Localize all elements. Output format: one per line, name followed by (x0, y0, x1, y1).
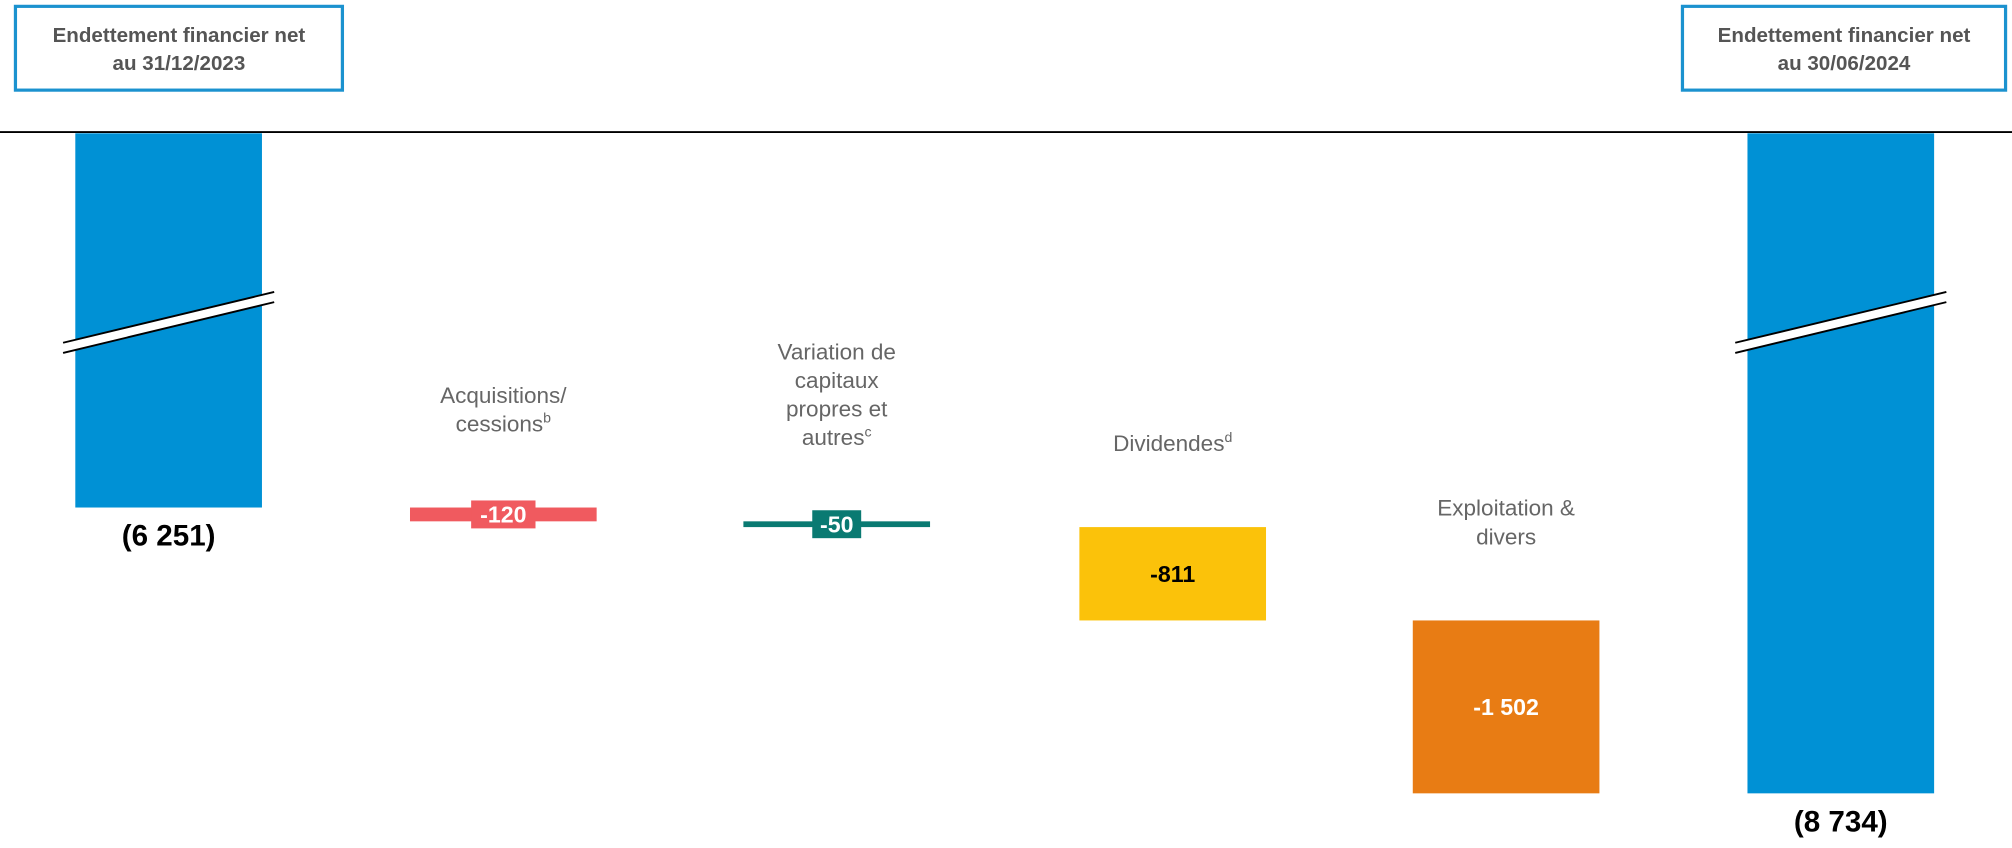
category-label: Exploitation & (1437, 496, 1575, 521)
category-label: Acquisitions/ (440, 383, 567, 408)
total-label: (6 251) (122, 520, 216, 553)
bar (1412, 620, 1600, 794)
category-text: cessions (456, 411, 544, 436)
value-label: -120 (480, 502, 526, 528)
category-box (1680, 4, 2008, 92)
category-label: Endettement financier net (53, 24, 306, 47)
value-label: -50 (820, 512, 853, 538)
category-text: capitaux (795, 368, 879, 393)
category-label: au 30/06/2024 (1778, 52, 1911, 75)
axis-break-line (1735, 301, 1947, 354)
total-label: (8 734) (1794, 806, 1888, 839)
category-label: Variation de (777, 340, 895, 365)
axis-break (1735, 291, 1947, 353)
category-text: Variation de (777, 340, 895, 365)
category-text: Exploitation & (1437, 496, 1575, 521)
axis-break-line (62, 301, 275, 354)
bar (1079, 527, 1267, 621)
footnote-marker: d (1224, 429, 1232, 445)
value-label-box (812, 510, 862, 539)
category-text: Dividendes (1113, 431, 1224, 456)
category-text: divers (1476, 524, 1536, 549)
value-label: -811 (1150, 561, 1195, 587)
footnote-marker: b (543, 410, 551, 426)
value-label: -1 502 (1473, 694, 1539, 720)
category-label: autresc (802, 423, 872, 450)
footnote-marker: c (864, 423, 871, 439)
category-label: Dividendesd (1113, 429, 1232, 456)
value-label-box (471, 500, 536, 529)
category-label: au 31/12/2023 (113, 52, 246, 75)
category-box (13, 4, 345, 92)
category-label: Endettement financier net (1718, 24, 1971, 47)
category-text: Acquisitions/ (440, 383, 567, 408)
axis-break-line (62, 291, 275, 344)
category-text: autres (802, 425, 865, 450)
bar (1747, 133, 1935, 794)
category-label: capitaux (795, 368, 879, 393)
axis-break (63, 291, 275, 353)
category-label: propres et (786, 397, 888, 422)
category-text: propres et (786, 397, 888, 422)
category-label: cessionsb (456, 410, 552, 437)
axis-break-line (1735, 291, 1947, 344)
category-label: divers (1476, 524, 1536, 549)
